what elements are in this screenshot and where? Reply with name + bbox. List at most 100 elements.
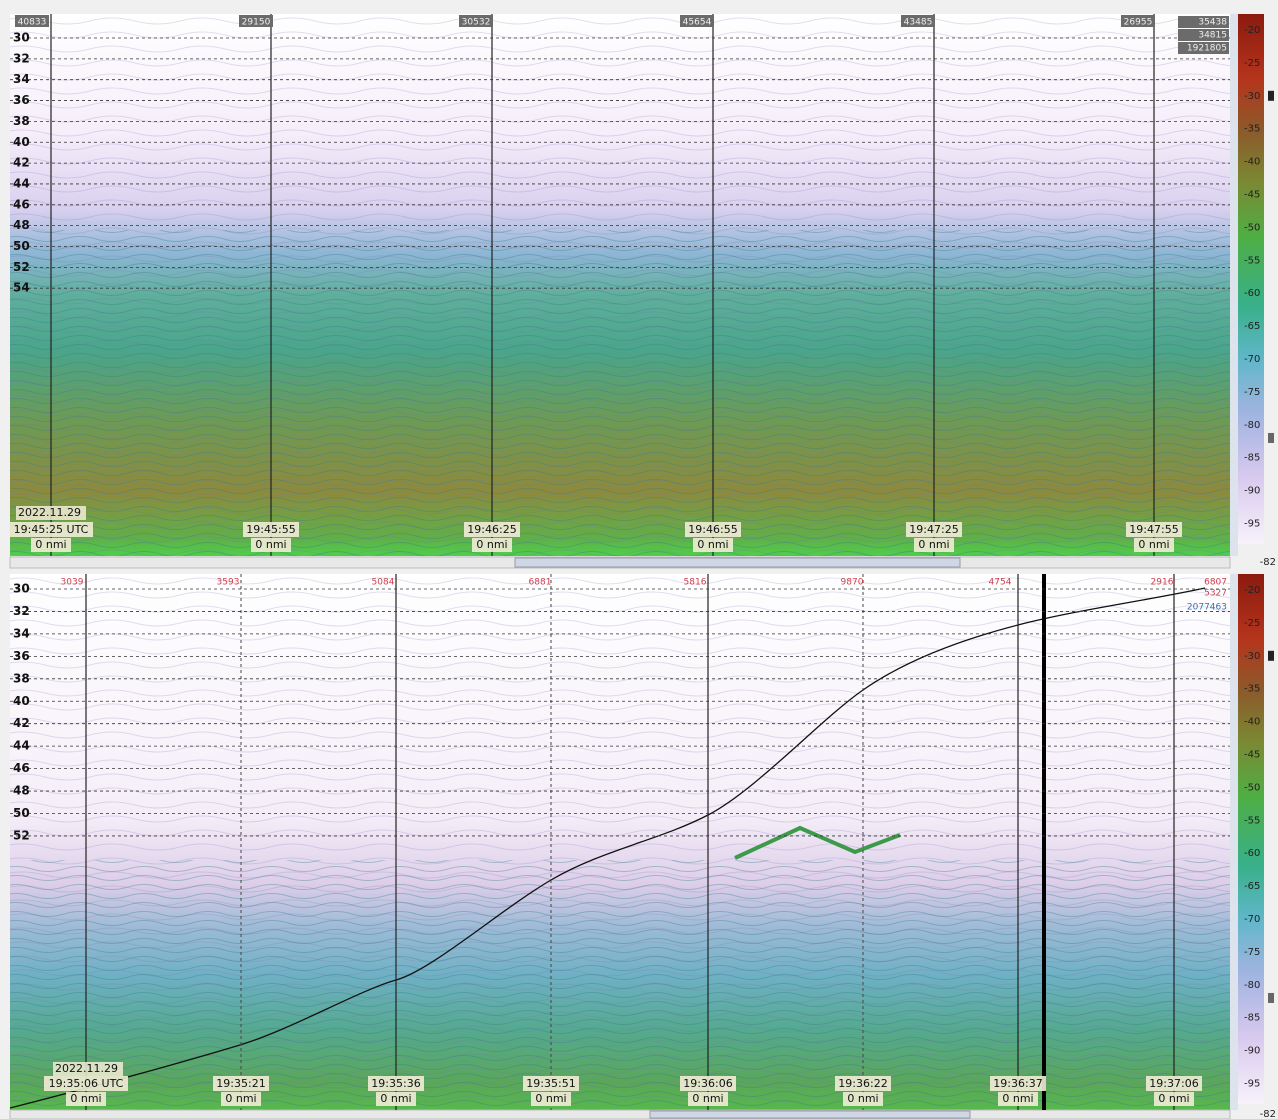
scale-marker	[1268, 90, 1274, 101]
scale-label: -25	[1244, 58, 1260, 69]
ping-label: 6807	[1204, 578, 1227, 588]
ping-label-box	[1121, 15, 1155, 27]
depth-label: 42	[13, 156, 30, 170]
scrollbar[interactable]	[9, 1109, 1231, 1119]
scale-label: -55	[1244, 255, 1260, 266]
ping-label-box	[680, 15, 714, 27]
scale-label: -20	[1244, 25, 1260, 36]
time-label: 19:35:36	[371, 1077, 420, 1090]
distance-box	[693, 538, 733, 552]
distance-label: 0 nmi	[692, 1092, 723, 1105]
ping-label: 35438	[1198, 18, 1227, 28]
depth-label: 52	[13, 828, 30, 842]
scale-label: -35	[1244, 684, 1260, 695]
scale-label: -45	[1244, 190, 1260, 201]
depth-label: 36	[13, 93, 30, 107]
distance-box	[251, 538, 291, 552]
depth-label: 38	[13, 671, 30, 685]
ping-label-box	[239, 15, 273, 27]
scale-label: -80	[1244, 980, 1260, 991]
date-label: 2022.11.29	[55, 1062, 118, 1075]
ping-label: 40833	[18, 18, 47, 28]
scale-label: -75	[1244, 387, 1260, 398]
ping-label: 30532	[462, 18, 491, 28]
depth-label: 36	[13, 649, 30, 663]
distance-label: 0 nmi	[380, 1092, 411, 1105]
scale-marker	[1268, 992, 1274, 1003]
time-label: 19:47:55	[1129, 523, 1178, 536]
ping-label: 26955	[1124, 18, 1153, 28]
distance-label: 0 nmi	[255, 538, 286, 551]
distance-box	[1134, 538, 1174, 552]
scrollbar-thumb[interactable]	[514, 557, 961, 568]
scale-readout: -82	[1260, 1109, 1276, 1119]
ping-label-box	[1178, 16, 1229, 28]
depth-label: 48	[13, 784, 30, 798]
time-label: 19:45:25 UTC	[14, 523, 89, 536]
distance-box	[221, 1092, 261, 1106]
scale-label: -70	[1244, 354, 1260, 365]
scrollbar-thumb[interactable]	[649, 1110, 971, 1119]
distance-label: 0 nmi	[535, 1092, 566, 1105]
ping-label: 2077463	[1187, 603, 1227, 613]
distance-label: 0 nmi	[918, 538, 949, 551]
depth-label: 30	[13, 582, 30, 596]
scale-label: -90	[1244, 486, 1260, 497]
scale-label: -35	[1244, 124, 1260, 135]
depth-label: 46	[13, 761, 30, 775]
ping-label: 43485	[904, 18, 933, 28]
time-box	[243, 522, 299, 537]
vertical-scrollbar[interactable]	[1230, 14, 1238, 556]
time-label: 19:36:22	[838, 1077, 887, 1090]
distance-box	[998, 1092, 1038, 1106]
scale-label: -45	[1244, 750, 1260, 761]
distance-box	[1154, 1092, 1194, 1106]
color-scale	[1238, 14, 1264, 544]
scale-label: -85	[1244, 453, 1260, 464]
time-box	[835, 1076, 891, 1091]
depth-label: 34	[13, 626, 30, 640]
scale-label: -65	[1244, 881, 1260, 892]
distance-label: 0 nmi	[1138, 538, 1169, 551]
scale-label: -60	[1244, 288, 1260, 299]
distance-label: 0 nmi	[225, 1092, 256, 1105]
vertical-scrollbar[interactable]	[1230, 574, 1238, 1110]
ping-label: 1921805	[1187, 44, 1227, 54]
time-label: 19:35:51	[526, 1077, 575, 1090]
date-box	[53, 1062, 123, 1076]
depth-label: 44	[13, 176, 30, 190]
depth-label: 50	[13, 806, 30, 820]
scale-label: -90	[1244, 1046, 1260, 1057]
scale-label: -95	[1244, 519, 1260, 530]
ping-label: 2916	[1151, 578, 1174, 588]
depth-label: 44	[13, 739, 30, 753]
depth-label: 52	[13, 260, 30, 274]
distance-label: 0 nmi	[697, 538, 728, 551]
depth-label: 40	[13, 694, 30, 708]
ping-label: 6881	[529, 578, 552, 588]
time-box	[9, 522, 93, 537]
ping-label: 3593	[217, 578, 240, 588]
bottom-line	[9, 587, 1206, 1109]
distance-box	[376, 1092, 416, 1106]
scale-label: -50	[1244, 782, 1260, 793]
scale-label: -30	[1244, 651, 1260, 662]
distance-box	[66, 1092, 106, 1106]
time-box	[685, 522, 741, 537]
ping-label: 3039	[61, 578, 84, 588]
scale-marker	[1268, 432, 1274, 443]
depth-label: 42	[13, 716, 30, 730]
time-box	[368, 1076, 424, 1091]
time-box	[680, 1076, 736, 1091]
echogram-texture	[10, 860, 1230, 1110]
time-label: 19:37:06	[1149, 1077, 1198, 1090]
date-box	[16, 506, 86, 520]
time-box	[213, 1076, 269, 1091]
depth-label: 38	[13, 114, 30, 128]
ping-label: 5084	[372, 578, 395, 588]
ping-label: 5816	[684, 578, 707, 588]
scale-label: -60	[1244, 848, 1260, 859]
time-label: 19:35:06 UTC	[49, 1077, 124, 1090]
time-box	[906, 522, 962, 537]
scale-label: -85	[1244, 1013, 1260, 1024]
